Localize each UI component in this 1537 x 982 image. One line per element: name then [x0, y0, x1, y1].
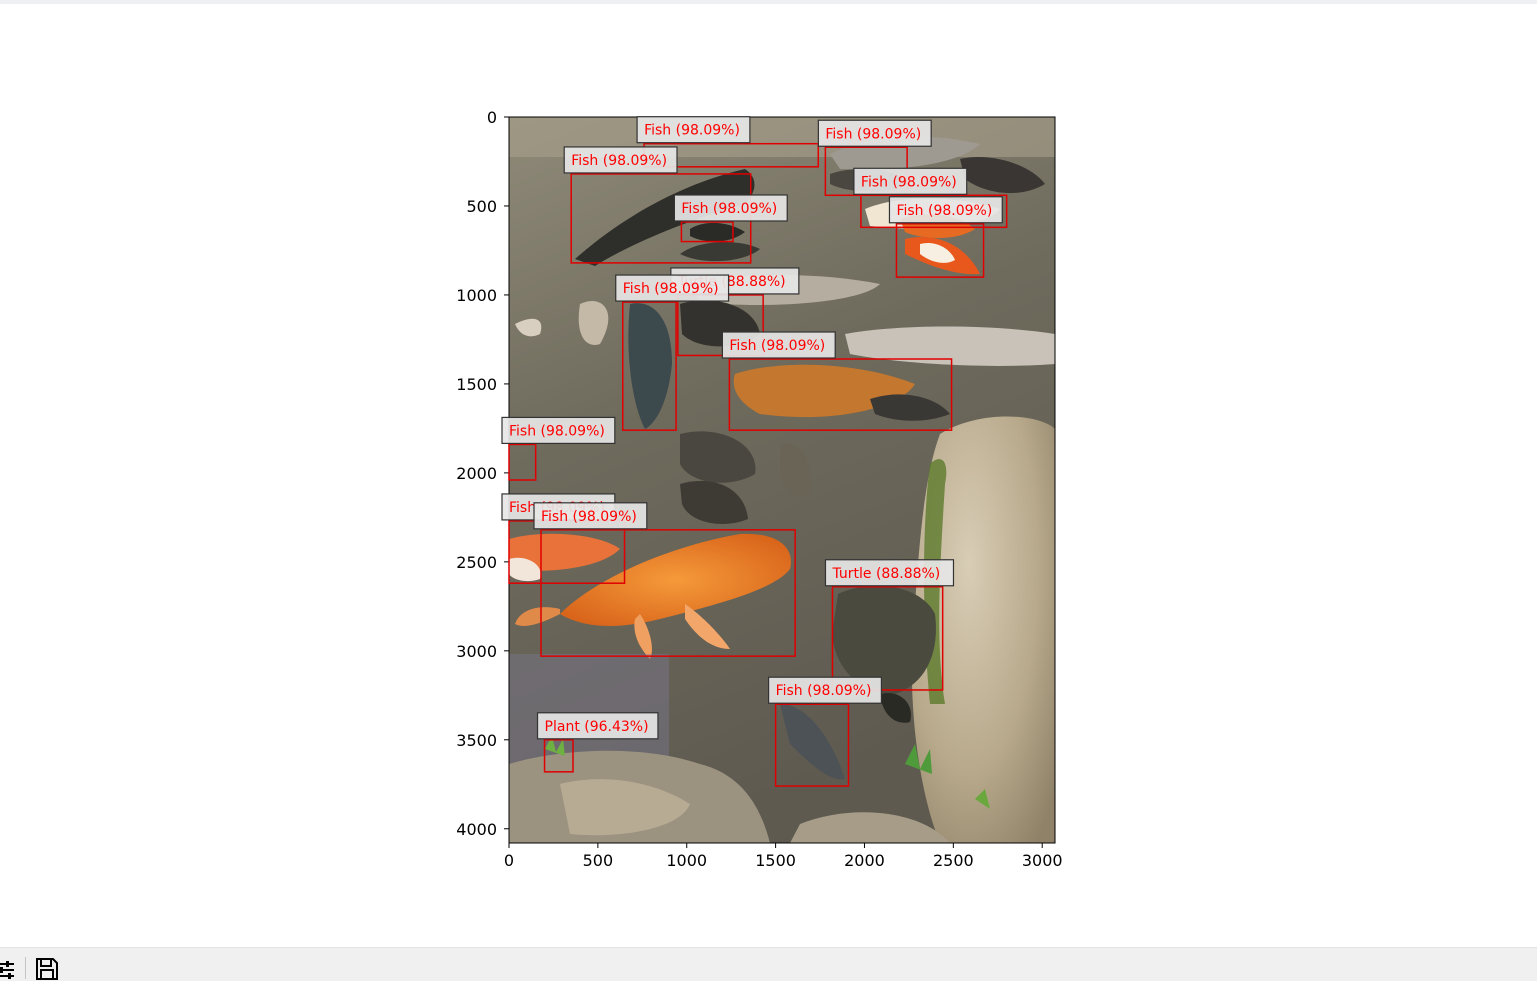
detection-7: Fish (98.09%): [615, 274, 730, 431]
y-tick-label: 2000: [456, 464, 497, 483]
y-tick-label: 3500: [456, 731, 497, 750]
detection-box: [774, 703, 850, 787]
x-axis: 0 500 1000 1500 2000 2500 3000: [504, 843, 1063, 870]
detection-label: Fish (98.09%): [681, 201, 777, 217]
detection-11: Fish (98.09%): [533, 502, 796, 657]
detection-label: Fish (98.09%): [644, 123, 740, 139]
detection-label: Turtle (88.88%): [831, 566, 940, 582]
detections-layer: Fish (98.09%) Fish (98.09%) Fish (98.09%) F…: [501, 116, 1008, 787]
x-tick-label: 1000: [666, 851, 707, 870]
detection-label-bg: [563, 146, 678, 174]
detection-box: [728, 358, 953, 431]
y-tick-label: 1000: [456, 286, 497, 305]
x-tick-label: 1500: [755, 851, 796, 870]
y-tick-label: 500: [466, 197, 497, 216]
detection-12: Turtle (88.88%): [824, 559, 955, 691]
detection-label-bg: [888, 196, 1003, 224]
detection-label: Fish (98.09%): [509, 423, 605, 439]
detection-box: [508, 443, 537, 481]
y-tick-label: 1500: [456, 375, 497, 394]
detection-label-bg: [853, 167, 968, 195]
detection-2: Fish (98.09%): [563, 146, 752, 264]
detection-box: [680, 221, 734, 243]
detection-9: Fish (98.09%): [501, 416, 616, 481]
detection-5: Fish (98.09%): [888, 196, 1003, 278]
detection-label-bg: [533, 502, 648, 530]
detection-label: Fish (98.09%): [623, 281, 719, 297]
detection-box: [540, 529, 796, 657]
y-tick-label: 0: [487, 108, 497, 127]
detection-label-bg: [536, 712, 659, 740]
detection-label-bg: [615, 274, 730, 302]
x-tick-label: 3000: [1022, 851, 1063, 870]
x-tick-label: 500: [583, 851, 614, 870]
detection-box: [860, 194, 1008, 229]
detection-1: Fish (98.09%): [817, 119, 932, 197]
y-tick-label: 2500: [456, 553, 497, 572]
x-tick-label: 2000: [844, 851, 885, 870]
detection-label-bg: [824, 559, 955, 587]
detection-label: Plant (96.43%): [545, 719, 649, 735]
detection-label: Fish (98.09%): [825, 126, 921, 142]
detection-box: [895, 223, 985, 278]
detection-label-bg: [673, 194, 788, 222]
sliders-icon: [0, 961, 14, 979]
detection-13: Fish (98.09%): [768, 676, 883, 787]
detection-label-bg: [501, 416, 616, 445]
plot-svg: 0 500 1000 1500 2000 2500 3000 0 500 1000 1500 200…: [456, 108, 1063, 870]
y-tick-label: 4000: [456, 820, 497, 839]
y-tick-label: 3000: [456, 642, 497, 661]
y-axis: 0 500 1000 1500 2000 2500 3000 3500 4000: [456, 108, 509, 839]
detection-8: Fish (98.09%): [721, 331, 953, 431]
detection-box: [831, 586, 944, 691]
configure-subplots-button[interactable]: [0, 956, 18, 982]
detection-3: Fish (98.09%): [853, 167, 1008, 229]
detection-box: [543, 739, 574, 773]
detection-label: Fish (98.09%): [571, 153, 667, 169]
detection-label-bg: [768, 676, 883, 704]
floppy-disk-icon: [36, 958, 58, 980]
detection-4: Fish (98.09%): [673, 194, 788, 243]
detection-label-bg: [721, 331, 836, 359]
detection-box: [622, 301, 677, 431]
figure-canvas: 0 500 1000 1500 2000 2500 3000 0 500 1000 1500 200…: [0, 4, 1537, 947]
figure-toolbar: [0, 947, 1537, 981]
detection-label: Fish (98.09%): [896, 203, 992, 219]
detection-label-bg: [817, 119, 932, 147]
save-figure-button[interactable]: [34, 956, 60, 982]
detection-label: Fish (98.09%): [729, 338, 825, 354]
detection-label: Fish (98.09%): [541, 509, 637, 525]
x-tick-label: 2500: [933, 851, 974, 870]
toolbar-separator: [25, 957, 26, 979]
window-top-strip: [0, 0, 1537, 4]
detection-label: Fish (98.09%): [776, 683, 872, 699]
detection-0: Fish (98.09%): [636, 116, 820, 168]
detection-label-bg: [636, 116, 751, 144]
detection-14: Plant (96.43%): [536, 712, 659, 773]
x-tick-label: 0: [504, 851, 514, 870]
detection-label: Fish (98.09%): [861, 174, 957, 190]
